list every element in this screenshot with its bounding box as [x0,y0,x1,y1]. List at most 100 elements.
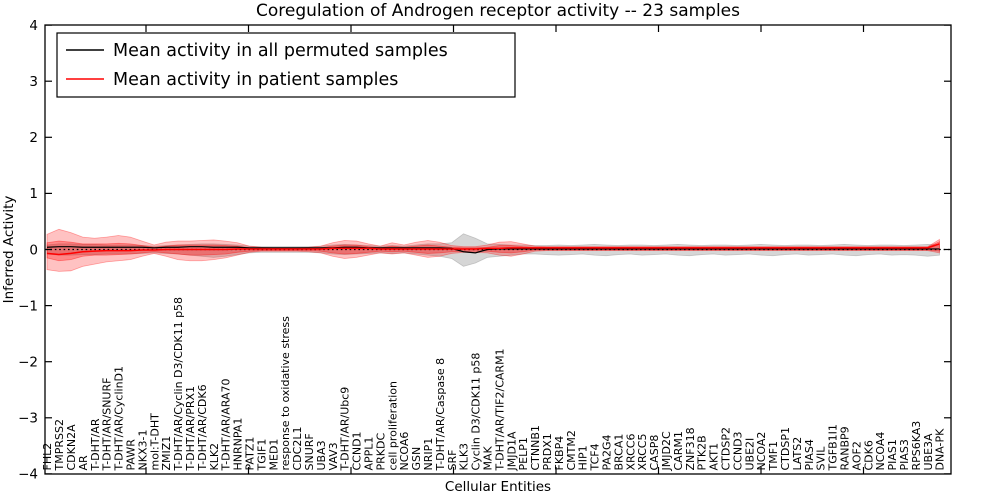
x-category-label: PRDX1 [541,433,554,470]
x-category-label: KLK3 [458,443,471,471]
x-category-label: T-DHT/AR/CDK6 [196,384,209,471]
x-category-label: CTDSP2 [720,427,733,470]
y-tick-label: 3 [29,74,38,90]
x-category-label: CTNNB1 [529,425,542,470]
y-tick-label: −1 [18,298,38,314]
x-axis [145,25,865,474]
x-category-label: T-DHT/AR [89,418,102,471]
x-category-label: CDC2L1 [291,427,304,471]
x-category-label: T-DHT/AR/PRX1 [184,386,197,472]
confidence-bands [46,228,940,272]
x-category-label: TGFB1I1 [827,424,840,471]
x-category-label: T-DHT/AR/Cyclin D3/CDK11 p58 [172,297,185,472]
x-category-label: JMJD2C [660,431,673,471]
x-category-label: APPL1 [363,437,376,471]
x-category-label: PA2G4 [601,435,614,471]
x-category-label: DNA-PK [934,428,947,471]
x-category-label: mol:T-DHT [148,413,161,471]
x-category-label: KLK2 [208,443,221,471]
patient-mean-line [46,243,940,256]
x-category-label: FKBP4 [553,436,566,471]
x-category-label: T-DHT/AR/ARA70 [220,379,233,472]
x-category-label: PIAS4 [803,439,816,470]
permuted-samples-band [46,233,940,267]
x-category-label: CDKN2A [65,424,78,471]
x-category-label: SNURF [303,433,316,470]
x-category-label: CMTM2 [565,430,578,470]
x-category-label: Cyclin D3/CDK11 p58 [470,353,483,471]
x-category-label: PIAS1 [886,439,899,470]
x-category-label: T-DHT/AR/SNURF [101,378,114,472]
x-category-label: VAV3 [327,442,340,470]
legend: Mean activity in all permuted samples Mea… [56,32,516,98]
x-category-label: CASP8 [648,435,661,471]
x-category-label: UBA3 [315,440,328,470]
x-category-label: CDK6 [862,440,875,470]
x-category-label: CTDSP1 [779,427,792,470]
x-category-label: AR [77,455,90,471]
y-tick-label: −4 [18,467,38,483]
series-lines [46,243,940,256]
y-tick-label: −3 [18,411,38,427]
legend-box [56,32,516,98]
x-category-label: JMJD1A [505,431,518,471]
x-category-label: NCOA2 [755,432,768,471]
chart-title: Coregulation of Androgen receptor activi… [255,1,741,21]
y-tick-label: 0 [29,242,38,258]
x-category-label: ZMIZ1 [160,436,173,471]
x-category-label: PIAS3 [898,439,911,470]
x-category-label: TGIF1 [255,439,268,472]
x-category-label: ZNF318 [684,427,697,470]
y-tick-label: 4 [29,18,38,34]
patient-samples-band-outer [46,228,940,272]
x-category-labels: FHL2TMPRSS2CDKN2AART-DHT/ART-DHT/AR/SNUR… [41,297,947,472]
x-category-label: NCOA6 [398,432,411,471]
x-category-label: response to oxidative stress [279,316,292,471]
x-category-label: MED1 [267,439,280,471]
x-category-label: XRCC6 [624,434,637,471]
x-category-label: LATS2 [791,437,804,471]
y-axis: 4 3 2 1 0 −1 −2 −3 −4 [18,18,951,483]
x-category-label: NRIP1 [422,438,435,471]
x-category-label: PATZ1 [244,437,257,471]
x-category-label: FHL2 [41,443,54,471]
x-category-label: T-DHT/AR/Ubc9 [339,387,352,472]
x-category-label: PELP1 [517,437,530,470]
legend-entry-label: Mean activity in all permuted samples [113,41,448,61]
x-category-label: CCND3 [731,431,744,470]
x-category-label: SRF [446,450,459,471]
x-category-label: PRKDC [374,433,387,471]
x-category-label: CARM1 [672,431,685,470]
x-category-label: XRCC5 [636,434,649,471]
x-category-label: HNRNPA1 [232,418,245,471]
x-category-label: RPS6KA3 [910,421,923,471]
x-category-label: CCND1 [351,431,364,470]
y-axis-label: Inferred Activity [1,196,17,304]
x-category-label: TCF4 [589,443,602,471]
x-category-label: PTK2B [696,435,709,470]
x-category-label: T-DHT/AR/TIF2/CARM1 [493,348,506,471]
x-category-label: T-DHT/AR/CyclinD1 [113,366,126,472]
permuted-mean-line [46,246,940,254]
y-tick-label: −2 [18,355,38,371]
x-category-label: MAK [482,445,495,470]
x-category-label: TMF1 [767,441,780,472]
y-tick-label: 1 [29,186,38,202]
x-axis-label: Cellular Entities [445,479,551,495]
x-category-label: T-DHT/AR/Caspase 8 [434,358,447,472]
x-category-label: BRCA1 [612,434,625,471]
x-category-label: AOF2 [850,441,863,470]
x-category-label: SVIL [815,446,828,471]
legend-entry-label: Mean activity in patient samples [113,70,398,90]
x-category-label: NKX3-1 [136,430,149,471]
x-category-label: UBE2I [743,438,756,471]
x-category-label: TMPRSS2 [53,419,66,471]
x-category-label: UBE3A [922,433,935,471]
x-category-label: RANBP9 [839,426,852,470]
x-category-label: AKT1 [708,443,721,471]
y-tick-label: 2 [29,130,38,146]
x-category-label: GSN [410,447,423,471]
patient-samples-band-inner [46,240,940,262]
